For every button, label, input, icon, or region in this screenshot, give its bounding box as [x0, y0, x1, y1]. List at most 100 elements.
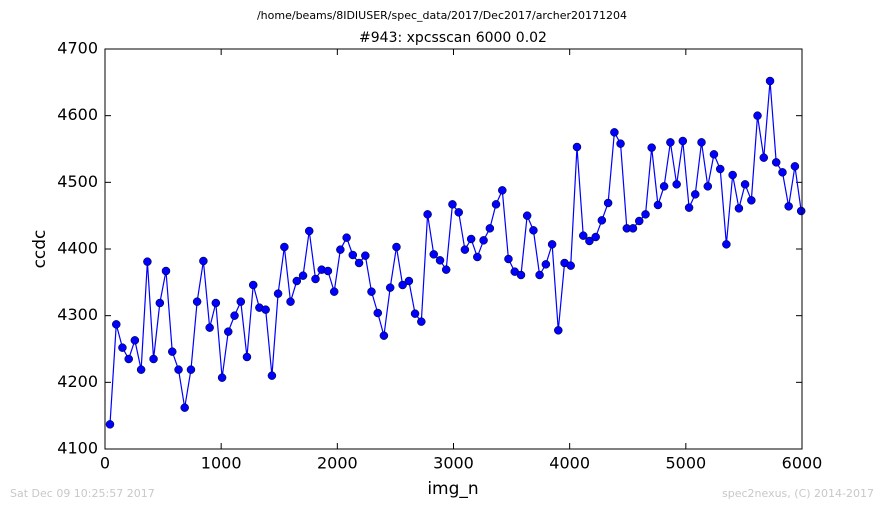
data-point — [304, 226, 314, 236]
data-point — [323, 266, 333, 276]
data-point — [728, 170, 737, 180]
data-point — [460, 245, 470, 254]
data-point — [796, 206, 806, 216]
data-point — [572, 142, 582, 152]
data-point — [429, 250, 439, 259]
data-point — [224, 327, 233, 336]
suptitle: /home/beams/8IDIUSER/spec_data/2017/Dec2… — [257, 9, 627, 22]
data-point — [280, 242, 289, 252]
data-point — [722, 240, 731, 249]
y-tick-label: 4100 — [57, 439, 98, 458]
footer-right: spec2nexus, (C) 2014-2017 — [722, 487, 874, 500]
data-point — [417, 317, 426, 326]
data-point — [342, 233, 351, 242]
data-point — [504, 254, 513, 264]
data-line — [109, 80, 802, 425]
data-point — [298, 271, 308, 280]
data-point — [354, 258, 364, 268]
data-point — [242, 352, 252, 362]
y-tick-label: 4300 — [57, 305, 98, 324]
data-point — [715, 164, 725, 174]
data-point — [267, 371, 277, 380]
data-point — [597, 216, 607, 225]
data-point — [336, 245, 345, 254]
data-point — [491, 200, 501, 209]
data-point — [535, 270, 544, 280]
data-point — [547, 240, 557, 249]
data-point — [479, 236, 488, 245]
y-axis-label: ccdc — [30, 230, 50, 269]
data-point — [211, 298, 221, 308]
data-point — [435, 256, 445, 265]
x-tick-label: 6000 — [782, 454, 823, 473]
data-point — [454, 208, 463, 217]
data-point — [653, 200, 663, 210]
data-point — [628, 224, 638, 233]
data-point — [423, 210, 432, 219]
data-point — [398, 280, 407, 290]
data-point — [759, 153, 769, 162]
data-point — [385, 283, 395, 292]
data-point — [610, 128, 619, 137]
data-point — [168, 347, 177, 356]
data-point — [174, 365, 183, 374]
data-point — [498, 186, 507, 195]
data-point — [579, 231, 588, 240]
data-point — [641, 210, 650, 219]
data-point — [112, 320, 121, 329]
data-point — [485, 224, 495, 233]
y-tick-label: 4200 — [57, 372, 98, 391]
data-point — [248, 280, 258, 290]
x-tick-label: 4000 — [549, 454, 590, 473]
data-point — [124, 354, 133, 364]
footer-left: Sat Dec 09 10:25:57 2017 — [10, 487, 155, 500]
data-point — [286, 297, 295, 306]
data-point — [149, 354, 158, 364]
data-point — [778, 168, 787, 177]
data-point — [261, 305, 270, 314]
data-point — [311, 274, 320, 284]
data-point — [348, 250, 358, 260]
y-tick-label: 4700 — [57, 39, 98, 58]
data-point — [367, 287, 376, 296]
x-axis-label: img_n — [427, 479, 478, 499]
data-point — [143, 257, 152, 266]
data-point — [703, 182, 713, 191]
data-point — [690, 190, 700, 199]
data-point — [180, 403, 189, 412]
y-tick-label: 4600 — [57, 105, 98, 124]
data-point — [186, 365, 196, 374]
data-point — [672, 180, 681, 189]
data-point — [410, 309, 420, 318]
data-point — [473, 252, 482, 262]
data-point — [529, 226, 538, 235]
data-point — [753, 111, 762, 120]
data-point — [392, 242, 401, 252]
data-point — [747, 196, 756, 205]
data-point — [217, 373, 227, 382]
data-point — [379, 331, 389, 340]
data-point — [784, 202, 793, 211]
data-point — [790, 162, 800, 171]
data-point — [361, 251, 370, 260]
data-point — [659, 182, 669, 191]
chart-title: #943: xpcsscan 6000 0.02 — [359, 30, 547, 46]
data-point — [554, 326, 563, 335]
data-point — [635, 216, 644, 226]
data-point — [130, 336, 140, 345]
data-point — [292, 276, 302, 286]
data-point — [236, 297, 246, 306]
data-point — [616, 139, 625, 148]
data-point — [566, 261, 575, 270]
data-point — [118, 343, 127, 352]
data-point — [522, 211, 532, 220]
data-point — [516, 270, 526, 280]
x-tick-label: 2000 — [317, 454, 358, 473]
data-point — [155, 298, 165, 308]
data-point — [603, 198, 613, 208]
x-tick-label: 5000 — [665, 454, 706, 473]
data-point — [199, 256, 208, 266]
data-point — [273, 289, 283, 298]
